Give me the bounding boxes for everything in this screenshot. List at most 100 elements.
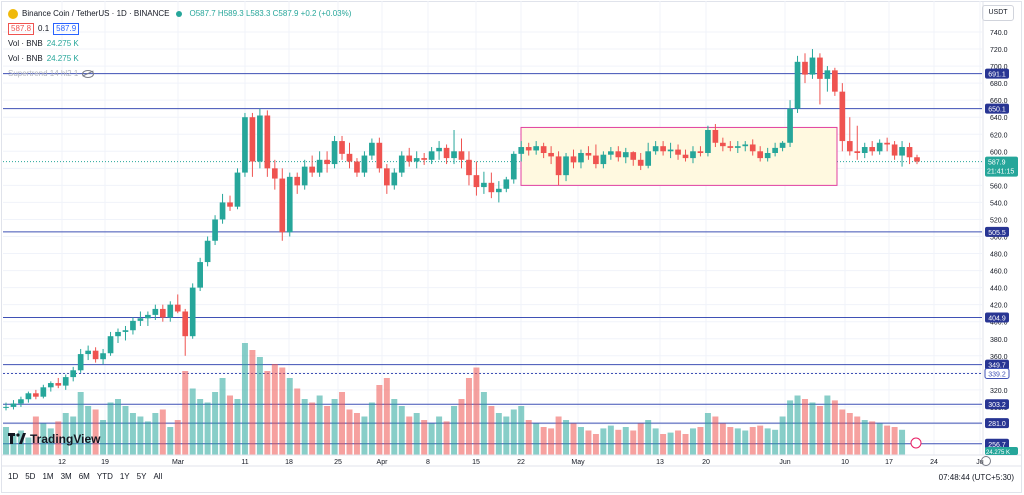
level-label: 303.2 [988,402,1006,409]
volume-value: 24.275 K [46,39,79,48]
volume-bar [548,428,555,455]
price-tick: 500.0 [990,235,1008,242]
candle-body [869,147,876,152]
timeframe-ytd[interactable]: YTD [96,472,113,481]
bid-price[interactable]: 587.8 [8,22,35,35]
timeframe-1m[interactable]: 1M [42,472,54,481]
volume-bar [704,413,711,455]
price-axis[interactable]: 740.0 720.0 700.0 680.0 660.0 640.0 620.0 600.0… [990,30,1008,446]
volume-bar [615,429,622,455]
clock-readout[interactable]: 07:48:44 (UTC+5:30) [938,473,1014,482]
volume-bar [637,423,644,455]
volume-bar [458,399,465,455]
volume-bar [339,392,346,455]
timeframe-6m[interactable]: 6M [78,472,90,481]
candle-body [720,142,726,147]
candle-body [354,161,360,173]
volume-bar [40,423,47,455]
timeframe-5y[interactable]: 5Y [136,472,147,481]
legend-volume-row-1[interactable]: Vol · BNB 24.275 K [8,36,351,51]
time-tick: 17 [885,459,893,466]
level-label: 404.9 [988,316,1006,323]
ask-price[interactable]: 587.9 [53,22,80,35]
candle-body [914,157,920,162]
candle-body [682,154,689,159]
volume-bar [70,416,77,455]
volume-bar [742,430,749,455]
currency-selector[interactable]: USDT [982,5,1014,21]
candle-body [824,70,831,79]
timeframe-all[interactable]: All [153,472,163,481]
price-tick: 420.0 [990,303,1008,310]
candle-body [764,152,771,159]
candle-body [257,115,263,162]
timeframe-3m[interactable]: 3M [60,472,72,481]
hidden-eye-icon[interactable] [82,69,95,78]
symbol-title[interactable]: Binance Coin / TetherUS · 1D · BINANCE [22,9,170,18]
candle-body [100,353,106,360]
candle-body [376,142,383,169]
candle-body [675,149,681,155]
time-tick: May [571,459,585,466]
candle-body [809,57,816,75]
volume-bar [144,421,151,455]
price-tick: 320.0 [990,388,1008,395]
volume-bar [465,378,472,455]
timeframe-5d[interactable]: 5D [25,472,36,481]
bnb-logo-icon [8,8,18,19]
settings-gear-icon[interactable] [981,456,991,466]
candle-body [33,393,39,397]
candle-body [413,158,420,162]
candle-body [794,61,801,109]
volume-bar [488,406,495,455]
time-tick: 8 [426,459,430,466]
candle-body [906,147,913,158]
candle-body [854,151,861,153]
price-tick: 520.0 [990,217,1008,224]
candle-body [705,129,711,153]
timeframe-1d[interactable]: 1D [8,472,19,481]
volume-bar [802,399,808,455]
candle-body [451,151,457,159]
level-label: 505.5 [988,230,1006,237]
candle-body [548,152,554,157]
last-volume-label: 24.275 K [986,450,1010,456]
volume-bar [712,416,719,455]
candle-body [555,156,562,176]
volume-bar [413,413,420,455]
candle-body [495,188,502,193]
price-tick: 560.0 [990,183,1008,190]
candles [3,49,920,411]
volume-bar [286,378,293,455]
volume-bar [241,343,248,455]
volume-bar [3,427,9,455]
candle-body [622,152,629,158]
candle-body [264,115,271,169]
legend-supertrend-row[interactable]: Supertrend 14 hl2 1 [8,66,351,81]
volume-bar [32,416,39,455]
candle-body [802,61,808,75]
volume-bar [189,388,196,455]
timeframe-1y[interactable]: 1Y [119,472,130,481]
volume-bar [607,425,614,455]
candle-body [861,147,868,153]
candle-body [578,152,584,163]
volume-bar [100,420,107,455]
candle-countdown: 21:41:15 [987,169,1014,176]
legend-symbol-row[interactable]: Binance Coin / TetherUS · 1D · BINANCE O… [8,6,351,21]
candle-body [734,146,741,148]
legend-volume-row-2[interactable]: Vol · BNB 24.275 K [8,51,351,66]
candle-body [690,151,696,159]
candle-body [174,304,181,312]
candle-body [481,182,487,188]
candle-body [406,155,413,162]
candle-body [443,147,450,159]
volume-bar [197,399,204,455]
volume-bar [443,421,450,455]
time-axis[interactable]: 12 19 Mar 11 18 25 Apr 8 15 22 May 13 20 Jun 10 17 24 Ju [58,459,984,466]
candle-body [458,151,465,160]
price-tick: 400.0 [990,320,1008,327]
time-tick: 12 [58,459,66,466]
price-tick: 660.0 [990,98,1008,105]
